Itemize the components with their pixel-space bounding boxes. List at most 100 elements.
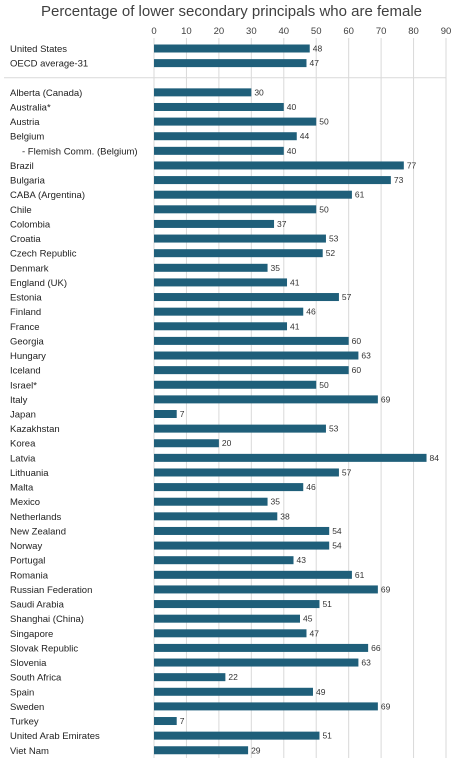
- bar: [154, 673, 226, 682]
- category-label: Brazil: [10, 161, 34, 172]
- value-labels: 4847304050444077736150375352354157464160…: [180, 44, 440, 756]
- category-label: Czech Republic: [10, 249, 77, 260]
- category-label: Estonia: [10, 293, 42, 304]
- x-tick-label: 30: [246, 26, 257, 37]
- value-label: 50: [319, 117, 329, 127]
- value-label: 52: [326, 248, 336, 258]
- category-label: Korea: [10, 439, 36, 450]
- bar: [154, 497, 268, 506]
- category-label: Italy: [10, 395, 28, 406]
- x-tick-label: 20: [214, 26, 225, 37]
- bar: [154, 263, 268, 272]
- category-label: Viet Nam: [10, 746, 49, 757]
- category-label: Lithuania: [10, 468, 49, 479]
- category-label: Australia*: [10, 102, 51, 113]
- category-label: Bulgaria: [10, 176, 46, 187]
- x-tick-label: 60: [343, 26, 354, 37]
- bar: [154, 629, 307, 638]
- category-label: England (UK): [10, 278, 67, 289]
- value-label: 51: [322, 731, 332, 741]
- value-label: 69: [381, 701, 391, 711]
- value-label: 49: [316, 687, 326, 697]
- value-label: 29: [251, 745, 261, 755]
- category-label: Iceland: [10, 366, 41, 377]
- bar: [154, 161, 404, 170]
- bar: [154, 395, 378, 404]
- bar: [154, 512, 278, 521]
- category-label: New Zealand: [10, 526, 66, 537]
- value-label: 77: [407, 160, 417, 170]
- category-label: Georgia: [10, 336, 45, 347]
- bar: [154, 366, 349, 375]
- category-label: OECD average-31: [10, 59, 88, 70]
- category-label: United States: [10, 44, 67, 55]
- x-tick-label: 80: [408, 26, 419, 37]
- value-label: 69: [381, 584, 391, 594]
- bar: [154, 600, 320, 609]
- bar: [154, 658, 359, 667]
- value-label: 53: [329, 234, 339, 244]
- category-label: Singapore: [10, 629, 53, 640]
- bar: [154, 526, 330, 535]
- value-label: 60: [352, 365, 362, 375]
- x-tick-label: 50: [311, 26, 322, 37]
- value-label: 53: [329, 424, 339, 434]
- bar: [154, 468, 339, 477]
- value-label: 35: [271, 497, 281, 507]
- chart-title: Percentage of lower secondary principals…: [41, 3, 422, 20]
- x-tick-label: 40: [278, 26, 289, 37]
- x-tick-label: 0: [151, 26, 156, 37]
- category-label: South Africa: [10, 673, 62, 684]
- value-label: 63: [361, 351, 371, 361]
- category-label: Turkey: [10, 717, 39, 728]
- bar: [154, 541, 330, 550]
- value-label: 54: [332, 541, 342, 551]
- bar: [154, 293, 339, 302]
- category-label: CABA (Argentina): [10, 190, 85, 201]
- value-label: 38: [280, 511, 290, 521]
- bar: [154, 614, 300, 623]
- value-label: 60: [352, 336, 362, 346]
- bar: [154, 351, 359, 360]
- category-label: Finland: [10, 307, 41, 318]
- bar: [154, 439, 219, 448]
- category-label: Belgium: [10, 132, 44, 143]
- bar: [154, 278, 288, 287]
- value-label: 63: [361, 658, 371, 668]
- bar: [154, 205, 317, 214]
- bar: [154, 249, 323, 258]
- x-tick-label: 90: [441, 26, 452, 37]
- bar: [154, 731, 320, 740]
- x-axis-ticks: 0 10 20 30 40 50 60 70 80 90: [151, 26, 451, 37]
- value-label: 84: [430, 453, 440, 463]
- value-label: 46: [306, 307, 316, 317]
- bar: [154, 132, 297, 141]
- category-label: Israel*: [10, 380, 37, 391]
- category-label: Shanghai (China): [10, 614, 84, 625]
- value-label: 50: [319, 380, 329, 390]
- bar: [154, 556, 294, 565]
- value-label: 41: [290, 277, 300, 287]
- category-label: Sweden: [10, 702, 44, 713]
- category-label: Latvia: [10, 453, 36, 464]
- value-label: 41: [290, 321, 300, 331]
- category-label: Russian Federation: [10, 585, 92, 596]
- category-label: Colombia: [10, 219, 51, 230]
- bar: [154, 483, 304, 492]
- category-label: Slovak Republic: [10, 643, 78, 654]
- bars: [154, 44, 427, 755]
- bar: [154, 643, 369, 652]
- bar: [154, 88, 252, 97]
- category-label: France: [10, 322, 40, 333]
- value-label: 66: [371, 643, 381, 653]
- value-label: 69: [381, 394, 391, 404]
- value-label: 40: [287, 146, 297, 156]
- bar: [154, 687, 313, 696]
- bar: [154, 702, 378, 711]
- bar: [154, 146, 284, 155]
- x-tick-label: 70: [376, 26, 387, 37]
- bar: [154, 44, 310, 53]
- category-label: Denmark: [10, 263, 49, 274]
- category-label: Kazakhstan: [10, 424, 60, 435]
